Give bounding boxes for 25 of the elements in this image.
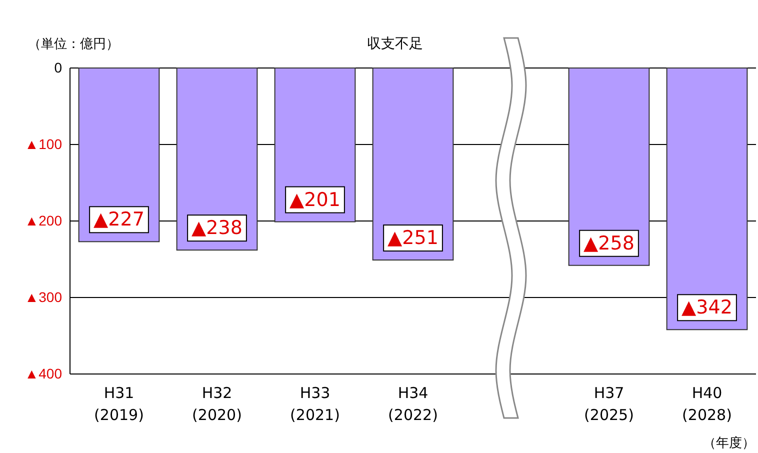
x-tick-label: H37 (2025) bbox=[584, 384, 634, 424]
bar bbox=[666, 68, 748, 330]
x-tick-label: H33 (2021) bbox=[290, 384, 340, 424]
bar bbox=[568, 68, 650, 266]
x-tick-label: H31 (2019) bbox=[94, 384, 144, 424]
x-tick-label: H32 (2020) bbox=[192, 384, 242, 424]
data-label: ▲238 bbox=[192, 217, 242, 240]
x-tick-label: H34 (2022) bbox=[388, 384, 438, 424]
data-label: ▲251 bbox=[388, 227, 438, 250]
y-tick-label: ▲300 bbox=[24, 288, 62, 305]
data-label: ▲258 bbox=[584, 232, 634, 254]
data-label: ▲201 bbox=[290, 188, 340, 211]
y-tick-label: ▲200 bbox=[24, 212, 62, 228]
y-tick-label: ▲400 bbox=[24, 365, 62, 382]
bar bbox=[372, 68, 454, 261]
chart-title: 収支不足 bbox=[367, 36, 423, 52]
data-label: ▲342 bbox=[682, 296, 732, 319]
bar bbox=[78, 68, 160, 242]
y-axis-title: （単位：億円） bbox=[28, 37, 119, 52]
x-tick-label: H40 (2028) bbox=[682, 384, 732, 424]
data-label: ▲227 bbox=[94, 208, 144, 231]
y-tick-label: ▲100 bbox=[24, 136, 62, 152]
x-axis-title: （年度） bbox=[703, 435, 755, 451]
bar bbox=[176, 68, 258, 251]
y-tick-label: 0 bbox=[54, 59, 62, 76]
